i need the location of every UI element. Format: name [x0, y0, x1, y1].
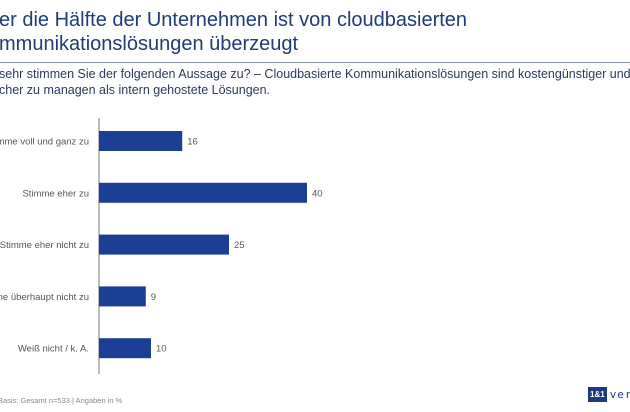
question-line-1: sehr stimmen Sie der folgenden Aussage z…	[0, 67, 630, 81]
category-label: ne überhaupt nicht zu	[0, 292, 89, 303]
footer-note: Basis: Gesamt n=533 | Angaben in %	[0, 396, 123, 405]
bar	[99, 131, 183, 151]
chart-title: er die Hälfte der Unternehmen ist von cl…	[0, 8, 467, 56]
logo-text: vers	[609, 388, 630, 401]
category-label: Stimme eher nicht zu	[0, 240, 89, 251]
logo-mark: 1&1	[588, 387, 607, 402]
brand-logo: 1&1 vers	[588, 387, 630, 402]
bar	[99, 234, 229, 255]
title-line-1: er die Hälfte der Unternehmen ist von cl…	[0, 9, 468, 31]
category-label: Weiß nicht / k. A.	[18, 344, 89, 355]
value-label: 25	[234, 240, 245, 251]
bar	[99, 182, 307, 203]
bar	[99, 338, 151, 359]
category-label: mme voll und ganz zu	[0, 137, 89, 148]
value-label: 40	[312, 188, 323, 199]
question-line-2: cher zu managen als intern gehostete Lös…	[0, 83, 271, 97]
value-label: 10	[156, 344, 167, 355]
bar	[99, 286, 146, 307]
title-divider	[0, 62, 630, 63]
category-label: Stimme eher zu	[22, 188, 89, 199]
question-text: sehr stimmen Sie der folgenden Aussage z…	[0, 66, 630, 98]
value-label: 16	[187, 137, 198, 148]
title-line-2: mmunikationslösungen überzeugt	[0, 33, 299, 55]
value-label: 9	[151, 292, 156, 303]
